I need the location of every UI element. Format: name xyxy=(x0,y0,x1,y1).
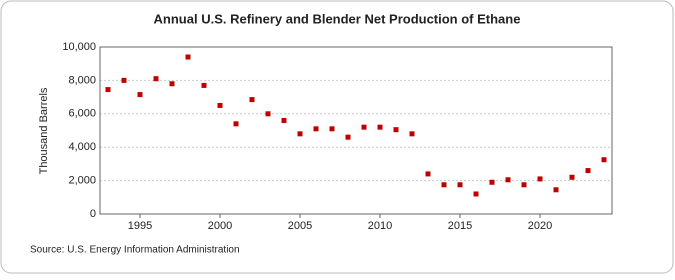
marker xyxy=(137,92,143,98)
marker xyxy=(281,117,287,123)
marker xyxy=(153,76,159,82)
marker xyxy=(425,171,431,177)
y-tick-label: 2,000 xyxy=(68,175,96,187)
marker xyxy=(297,131,303,137)
chart-title: Annual U.S. Refinery and Blender Net Pro… xyxy=(154,11,521,26)
marker xyxy=(601,157,607,163)
x-tick-label: 2020 xyxy=(528,220,552,232)
x-tick-label: 1995 xyxy=(128,220,152,232)
marker xyxy=(233,121,239,127)
marker xyxy=(185,54,191,60)
source: Source: U.S. Energy Information Administ… xyxy=(30,245,240,256)
marker xyxy=(441,182,447,188)
marker xyxy=(201,82,207,88)
y-axis-label: Thousand Barrels xyxy=(38,87,50,174)
marker xyxy=(505,177,511,183)
marker xyxy=(569,174,575,180)
y-tick-label: 4,000 xyxy=(68,141,96,153)
marker xyxy=(249,97,255,103)
marker xyxy=(553,187,559,193)
y-tick-label: 0 xyxy=(90,208,96,220)
marker xyxy=(169,81,175,87)
marker xyxy=(473,191,479,197)
marker xyxy=(105,87,111,93)
marker xyxy=(489,179,495,185)
x-tick-label: 2005 xyxy=(288,220,312,232)
x-tick-label: 2000 xyxy=(208,220,232,232)
frame xyxy=(0,0,674,274)
marker xyxy=(329,126,335,132)
y-tick-label: 8,000 xyxy=(68,74,96,86)
marker xyxy=(217,102,223,108)
marker xyxy=(345,134,351,140)
y-tick-label: 6,000 xyxy=(68,108,96,120)
marker xyxy=(585,168,591,174)
marker xyxy=(377,124,383,130)
marker xyxy=(537,176,543,182)
marker xyxy=(393,127,399,133)
marker xyxy=(313,126,319,132)
marker xyxy=(521,182,527,188)
plot-area xyxy=(99,46,613,215)
x-tick-label: 2015 xyxy=(448,220,472,232)
x-tick-label: 2010 xyxy=(368,220,392,232)
marker xyxy=(361,124,367,130)
marker xyxy=(409,131,415,137)
marker xyxy=(121,77,127,83)
marker xyxy=(457,182,463,188)
marker xyxy=(265,111,271,117)
y-tick-label: 10,000 xyxy=(62,41,96,53)
